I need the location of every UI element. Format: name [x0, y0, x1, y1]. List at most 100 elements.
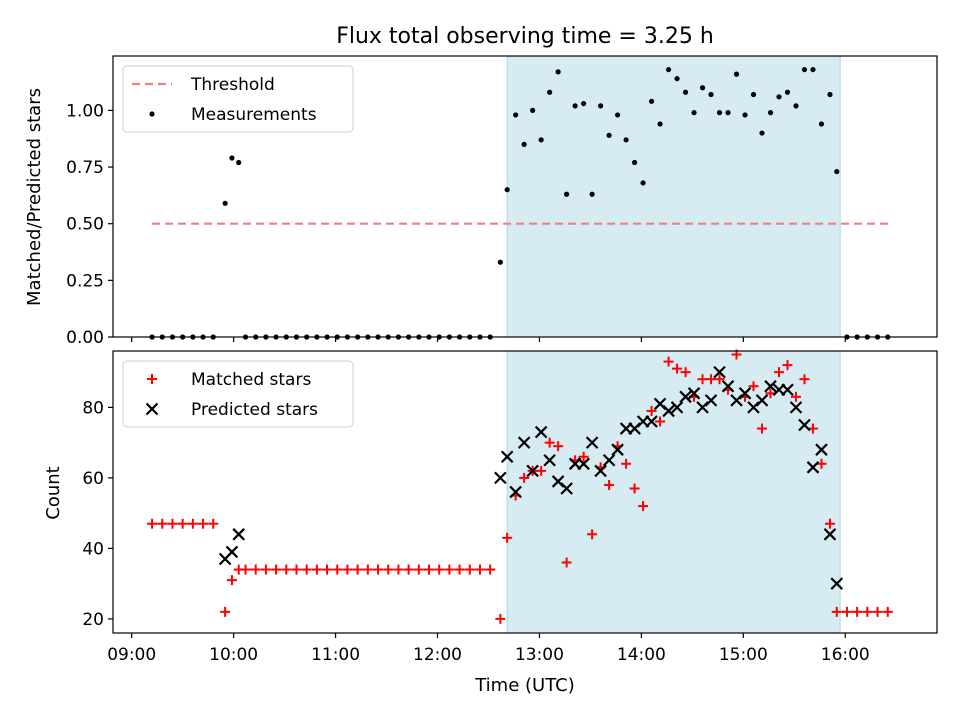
- top-y-tick-label: 0.25: [66, 271, 104, 291]
- x-b: [500, 450, 514, 464]
- matched-star-point: [757, 423, 768, 434]
- predicted-star-point: [577, 457, 590, 471]
- matched-star-point: [831, 606, 842, 617]
- measurement-point: [640, 180, 646, 186]
- x-b: [577, 457, 590, 471]
- x-tick-label: 09:00: [107, 645, 156, 665]
- measurement-point: [793, 103, 799, 109]
- measurement-point: [236, 159, 242, 166]
- measurement-point: [834, 168, 840, 175]
- measurement-point: [810, 66, 816, 73]
- matched-star-point: [502, 532, 513, 543]
- predicted-star-point: [585, 436, 599, 449]
- matched-star-point: [553, 441, 564, 452]
- matched-star-point: [157, 518, 168, 529]
- measurement-point: [665, 66, 672, 73]
- bottom-y-tick-label: 60: [82, 469, 104, 489]
- matched-star-point: [413, 564, 424, 575]
- measurement-point: [716, 110, 723, 116]
- matched-star-point: [697, 374, 708, 385]
- matched-star-point: [663, 356, 674, 367]
- measurement-point: [674, 76, 680, 82]
- predicted-star-point: [815, 443, 828, 456]
- bottom-legend-box: [122, 360, 354, 428]
- bottom-legend: Matched stars Predicted stars: [122, 360, 354, 428]
- predicted-star-point: [670, 401, 684, 414]
- x-b: [704, 394, 718, 407]
- matched-star-point: [882, 606, 893, 617]
- matched-star-point: [177, 518, 188, 529]
- x-b: [764, 379, 777, 393]
- x-b: [679, 390, 692, 404]
- measurement-point: [572, 103, 578, 109]
- legend-predicted-swatch: [145, 402, 159, 416]
- x-tick-label: 16:00: [821, 645, 870, 665]
- x-b: [721, 379, 735, 393]
- matched-star-point: [782, 360, 793, 371]
- x-tick-label: 14:00: [617, 645, 666, 665]
- top-y-tick-label: 0.00: [66, 328, 104, 348]
- predicted-star-point: [789, 401, 803, 414]
- measurement-point: [222, 200, 228, 206]
- x-b: [509, 485, 522, 499]
- measurement-point: [530, 107, 536, 113]
- matched-star-point: [444, 564, 455, 575]
- matched-star-point: [250, 564, 261, 575]
- measurement-point: [708, 91, 714, 98]
- top-observing-window-shade: [506, 55, 841, 338]
- matched-star-point: [655, 416, 666, 427]
- measurement-point: [614, 112, 621, 118]
- bottom-y-axis-label: Count: [43, 466, 64, 519]
- x-b: [645, 415, 658, 428]
- matched-star-point: [226, 575, 237, 586]
- measurement-point: [784, 89, 791, 95]
- bottom-series-1: [218, 365, 844, 590]
- matched-star-point: [561, 557, 572, 568]
- top-axes-frame: [112, 55, 938, 338]
- measurement-point: [750, 91, 757, 98]
- matched-star-point: [434, 564, 445, 575]
- predicted-star-point: [662, 404, 675, 418]
- bottom-y-tick-label: 80: [82, 398, 104, 418]
- matched-star-point: [544, 437, 555, 448]
- x-b: [738, 387, 752, 400]
- matched-star-point: [790, 391, 801, 402]
- matched-star-point: [383, 564, 394, 575]
- top-series-0: [149, 66, 891, 340]
- matched-star-point: [621, 458, 632, 469]
- matched-star-point: [862, 606, 873, 617]
- x-axis-label: Time (UTC): [474, 675, 575, 696]
- top-y-tick-label: 0.50: [66, 215, 104, 235]
- matched-star-point: [841, 606, 852, 617]
- legend-matched-swatch: [147, 374, 157, 384]
- matched-star-point: [495, 613, 506, 624]
- x-b: [145, 402, 159, 416]
- measurement-point: [229, 155, 235, 161]
- matched-star-point: [208, 518, 219, 529]
- matched-star-point: [485, 564, 496, 575]
- x-b: [494, 471, 507, 485]
- predicted-star-point: [534, 425, 548, 439]
- x-tick-label: 12:00: [413, 645, 462, 665]
- predicted-star-point: [543, 453, 556, 467]
- bottom-axes-frame: [112, 350, 938, 634]
- matched-star-point: [373, 564, 384, 575]
- x-b: [585, 436, 599, 449]
- measurement-point: [691, 110, 697, 116]
- matched-star-point: [362, 564, 373, 575]
- measurement-point: [776, 94, 782, 100]
- matched-star-point: [799, 374, 810, 385]
- x-b: [225, 545, 239, 559]
- matched-star-point: [680, 367, 691, 378]
- measurement-point: [521, 141, 527, 147]
- x-b: [662, 404, 675, 418]
- matched-star-point: [281, 564, 292, 575]
- matched-star-point: [519, 472, 530, 483]
- matched-star-point: [536, 465, 547, 476]
- measurement-point: [742, 112, 748, 118]
- predicted-star-point: [823, 528, 837, 541]
- top-y-tick-label: 1.00: [66, 101, 104, 121]
- predicted-star-point: [713, 365, 726, 379]
- x-b: [670, 401, 684, 414]
